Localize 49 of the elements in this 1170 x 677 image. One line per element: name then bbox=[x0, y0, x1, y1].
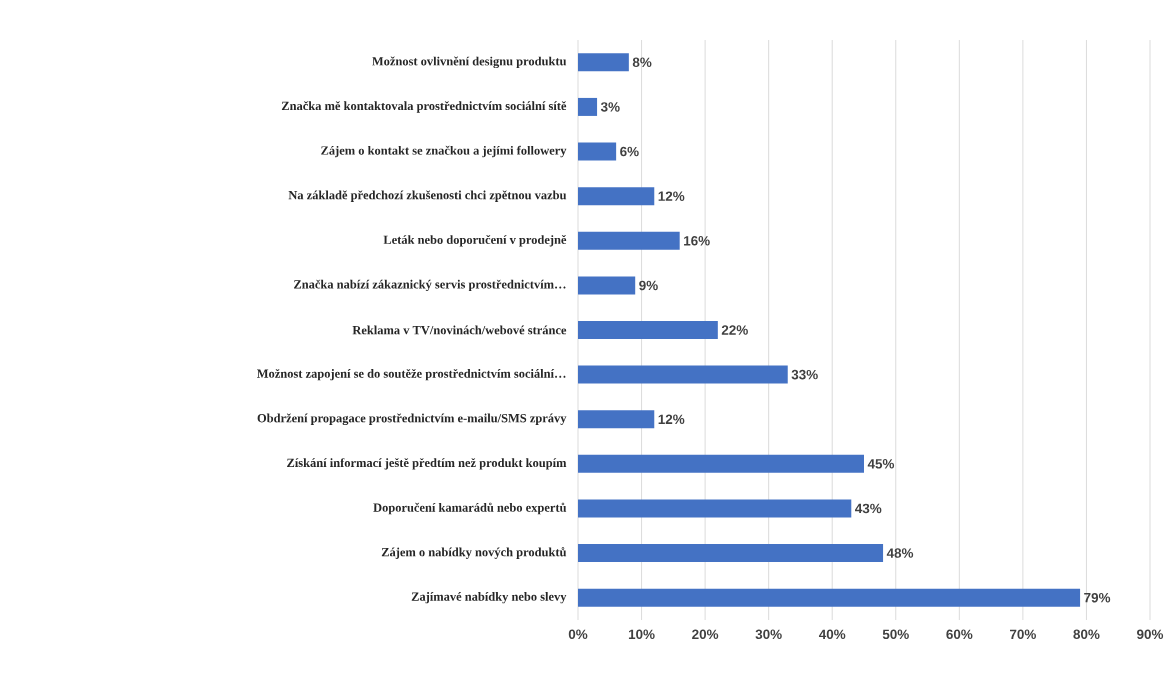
x-tick-label: 60% bbox=[946, 629, 973, 640]
data-label: 9% bbox=[639, 280, 658, 291]
x-tick-label: 70% bbox=[1010, 629, 1036, 640]
data-label: 12% bbox=[658, 191, 685, 201]
x-tick-label: 40% bbox=[818, 629, 846, 640]
bar bbox=[578, 97, 598, 116]
y-tick-label: Zájem o kontakt se značkou a jejími followery bbox=[321, 145, 567, 158]
y-tick-label: Obdržení propagace prostřednictvím e-mailu/SMS zprávy bbox=[257, 413, 567, 425]
bar bbox=[578, 53, 629, 72]
data-label: 48% bbox=[886, 548, 914, 558]
bar bbox=[578, 588, 1081, 607]
data-label: 79% bbox=[1084, 592, 1111, 603]
x-tick-label: 20% bbox=[692, 629, 719, 640]
y-tick-label: Reklama v TV/novinách/webové stránce bbox=[352, 325, 567, 335]
x-tick-label: 0% bbox=[568, 629, 588, 640]
data-label: 45% bbox=[867, 459, 895, 469]
y-tick-label: Doporučení kamarádů nebo expertů bbox=[373, 502, 567, 515]
bar bbox=[578, 142, 617, 161]
x-tick-label: 50% bbox=[882, 629, 909, 640]
x-tick-label: 80% bbox=[1073, 629, 1100, 640]
data-label: 3% bbox=[600, 102, 620, 112]
data-label: 22% bbox=[721, 325, 748, 335]
data-label: 6% bbox=[620, 146, 639, 157]
x-tick-label: 10% bbox=[628, 629, 655, 640]
bar bbox=[578, 544, 884, 563]
y-tick-label: Zájem o nabídky nových produktů bbox=[381, 547, 567, 559]
bar bbox=[578, 410, 655, 429]
x-tick-label: 90% bbox=[1137, 629, 1164, 640]
bar bbox=[578, 321, 718, 339]
bar bbox=[578, 231, 680, 250]
y-tick-label: Značka mě kontaktovala prostřednictvím sociální sítě bbox=[281, 101, 567, 113]
bar bbox=[578, 365, 788, 384]
y-tick-label: Značka nabízí zákaznický servis prostřednictvím… bbox=[294, 279, 566, 292]
y-tick-label: Získání informací ještě předtím než produkt koupím bbox=[287, 458, 567, 470]
bar bbox=[578, 276, 636, 295]
bar bbox=[578, 499, 852, 518]
y-tick-label: Možnost ovlivnění designu produktu bbox=[372, 56, 567, 69]
data-label: 8% bbox=[632, 57, 652, 68]
bar bbox=[578, 187, 655, 206]
y-tick-label: Leták nebo doporučení v prodejně bbox=[383, 235, 567, 247]
data-label: 33% bbox=[791, 369, 818, 380]
y-tick-label: Zajímavé nabídky nebo slevy bbox=[411, 592, 567, 604]
y-tick-label: Na základě předchozí zkušenosti chci zpětnou vazbu bbox=[288, 190, 567, 202]
y-tick-label: Možnost zapojení se do soutěže prostřednictvím sociální… bbox=[257, 368, 566, 381]
data-label: 43% bbox=[855, 503, 882, 514]
x-tick-label: 30% bbox=[755, 629, 782, 640]
data-label: 16% bbox=[684, 236, 710, 246]
data-label: 12% bbox=[658, 414, 685, 424]
bar bbox=[578, 454, 864, 473]
